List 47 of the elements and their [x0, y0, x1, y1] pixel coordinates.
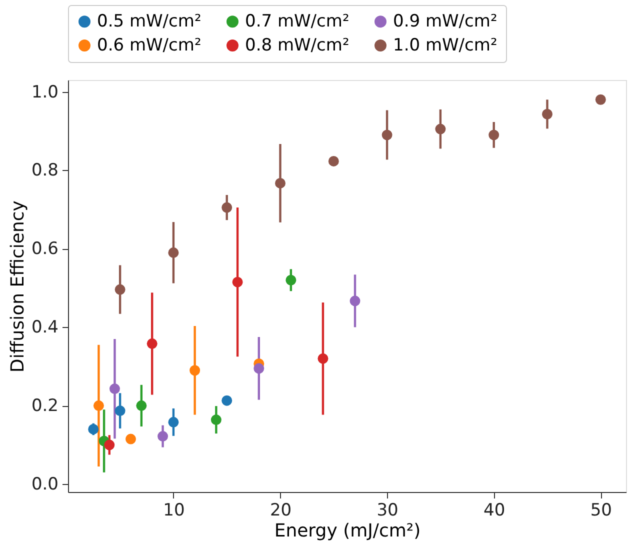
point — [136, 400, 147, 411]
point — [254, 363, 264, 374]
y-tick-label: 1.0 — [31, 82, 58, 102]
point — [168, 247, 179, 258]
point — [114, 284, 126, 295]
y-axis-title: Diffusion Efficiency — [7, 200, 28, 372]
x-tick-label: 50 — [590, 500, 612, 520]
legend-label: 0.6 mW/cm² — [97, 36, 202, 56]
legend-label: 0.9 mW/cm² — [393, 12, 498, 32]
y-tick-label: 0.8 — [31, 160, 58, 181]
point — [126, 434, 136, 444]
point — [542, 108, 552, 120]
legend-label: 0.5 mW/cm² — [97, 12, 202, 32]
point — [222, 395, 232, 406]
x-tick-label: 20 — [270, 500, 292, 520]
point — [286, 274, 296, 286]
legend-label: 0.8 mW/cm² — [245, 36, 350, 56]
point — [435, 124, 446, 134]
point — [114, 406, 126, 416]
y-tick-label: 0.2 — [31, 396, 58, 416]
point — [146, 338, 158, 349]
legend-label: 1.0 mW/cm² — [393, 36, 498, 56]
point — [328, 156, 339, 166]
point — [350, 296, 360, 306]
x-axis-title: Energy (mJ/cm²) — [274, 520, 421, 542]
point — [104, 440, 115, 450]
point — [93, 400, 104, 411]
x-tick-label: 10 — [163, 500, 185, 520]
point — [275, 178, 286, 188]
x-tick-label: 40 — [484, 500, 506, 520]
point — [158, 431, 168, 442]
y-tick-label: 0.6 — [31, 239, 58, 260]
point — [232, 276, 243, 288]
point — [382, 130, 392, 140]
point — [210, 414, 222, 426]
point — [168, 416, 179, 428]
point — [488, 130, 500, 140]
point — [318, 353, 328, 364]
point — [109, 384, 120, 394]
legend-label: 0.7 mW/cm² — [245, 12, 350, 32]
x-tick-label: 30 — [376, 500, 398, 520]
point — [222, 202, 232, 213]
point — [88, 424, 99, 434]
y-tick-label: 0.0 — [31, 474, 58, 495]
y-tick-label: 0.4 — [31, 318, 58, 338]
point — [190, 365, 200, 376]
point — [595, 94, 606, 105]
